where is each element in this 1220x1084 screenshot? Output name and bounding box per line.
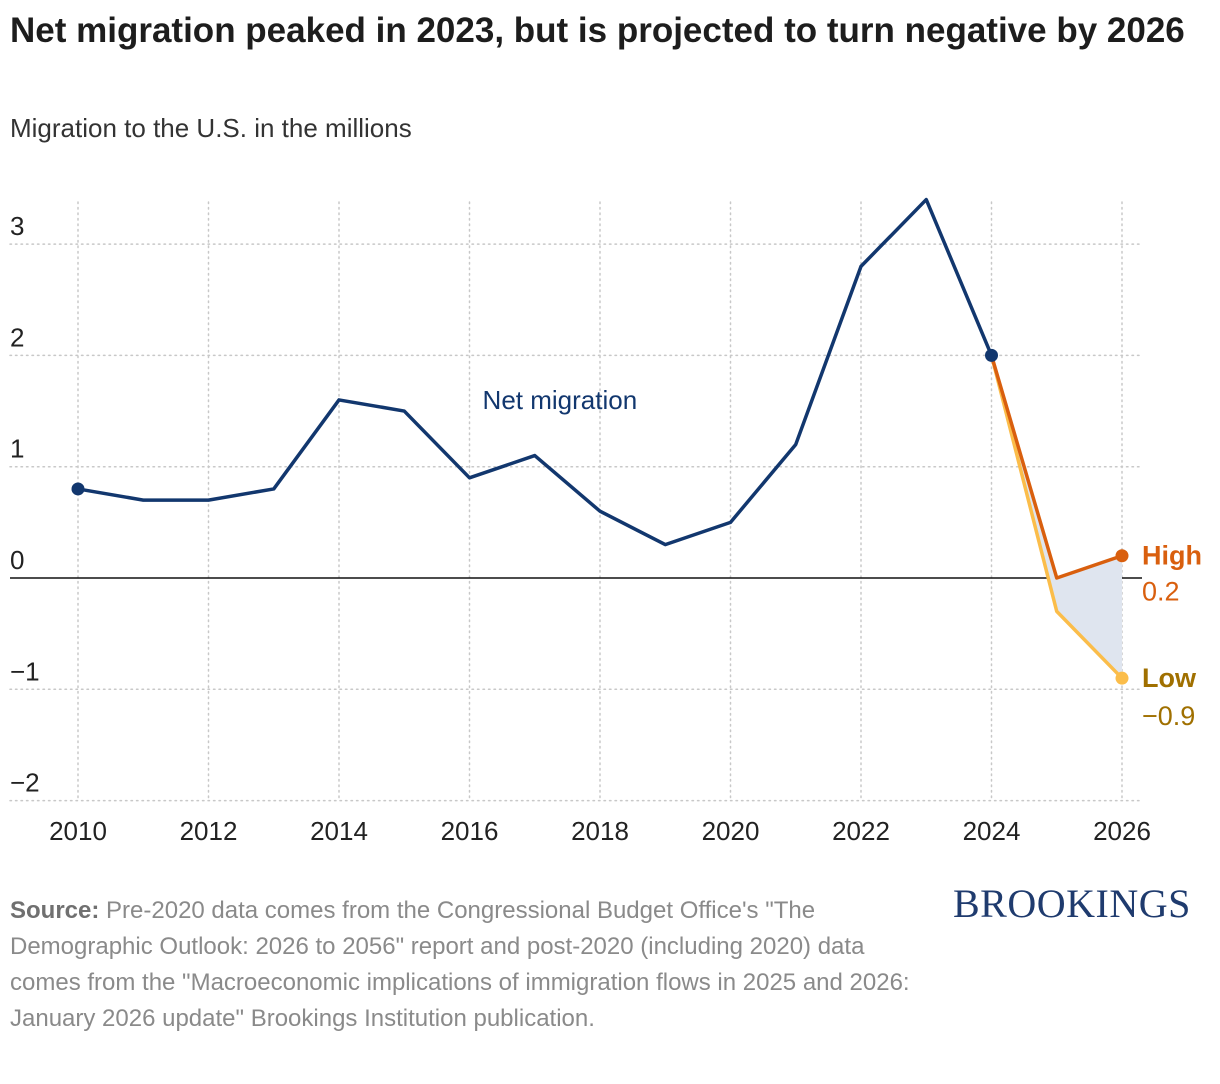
brookings-logo: BROOKINGS xyxy=(953,881,1191,926)
low-value-label: −0.9 xyxy=(1142,701,1195,731)
high-series-label: High xyxy=(1142,541,1202,571)
x-tick-label: 2012 xyxy=(180,816,238,846)
chart-title: Net migration peaked in 2023, but is pro… xyxy=(10,11,1185,50)
x-tick-label: 2020 xyxy=(702,816,760,846)
high-projection-end-point xyxy=(1115,549,1129,563)
line-chart: 2010 2012 2014 2016 2018 2020 2022 2024 2026 3 2 1 0… xyxy=(9,197,1202,846)
low-projection-end-point xyxy=(1115,671,1129,685)
y-tick-label: 2 xyxy=(10,322,24,352)
net-migration-line xyxy=(76,197,994,547)
x-tick-label: 2022 xyxy=(832,816,890,846)
x-tick-label: 2016 xyxy=(441,816,499,846)
y-tick-label: −1 xyxy=(10,656,40,686)
low-series-label: Low xyxy=(1142,663,1197,693)
source-note: Source: Pre-2020 data comes from the Con… xyxy=(10,893,910,1037)
low-projection-line xyxy=(989,353,1124,680)
source-label: Source: xyxy=(10,897,100,924)
y-tick-label: 1 xyxy=(10,434,24,464)
y-tick-label: 3 xyxy=(10,211,24,241)
high-projection-line xyxy=(989,353,1124,580)
x-tick-label: 2014 xyxy=(310,816,368,846)
high-value-label: 0.2 xyxy=(1142,577,1180,607)
net-migration-annotation: Net migration xyxy=(483,385,638,415)
y-tick-label: −2 xyxy=(10,768,40,798)
chart-subtitle: Migration to the U.S. in the millions xyxy=(10,113,412,143)
x-tick-label: 2010 xyxy=(49,816,107,846)
net-migration-2024-point xyxy=(985,348,998,362)
projection-range-band xyxy=(991,355,1122,679)
x-tick-label: 2018 xyxy=(571,816,629,846)
x-tick-label: 2024 xyxy=(963,816,1021,846)
source-text: Pre-2020 data comes from the Congression… xyxy=(10,897,910,1032)
x-tick-label: 2026 xyxy=(1093,816,1151,846)
net-migration-start-point xyxy=(71,482,85,496)
y-tick-label: 0 xyxy=(10,545,24,575)
